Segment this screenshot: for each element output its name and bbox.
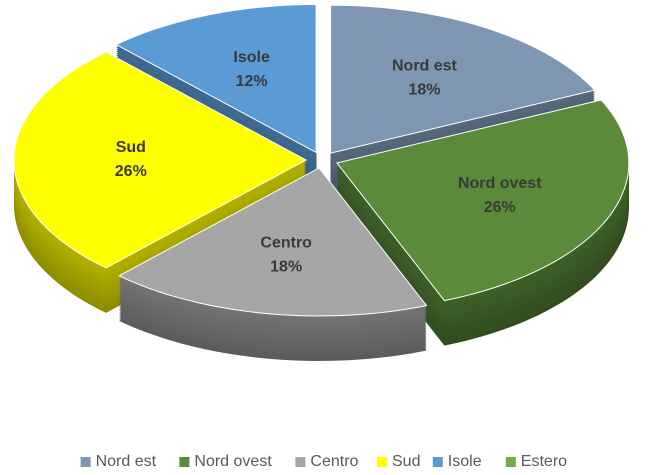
legend-label: Centro bbox=[310, 453, 358, 470]
legend-swatch bbox=[432, 457, 443, 467]
legend-label: Nord est bbox=[96, 453, 157, 470]
slice-top bbox=[115, 3, 317, 154]
legend-swatch bbox=[80, 457, 91, 467]
legend-label: Sud bbox=[392, 453, 420, 470]
legend-label: Estero bbox=[521, 453, 567, 470]
slice-value-label: 26% bbox=[484, 199, 516, 216]
slice-value-label: 18% bbox=[270, 258, 302, 275]
slice bbox=[13, 51, 308, 313]
legend-swatch bbox=[179, 457, 190, 467]
legend-swatch bbox=[377, 457, 387, 467]
slice-top bbox=[330, 4, 596, 154]
slice-top bbox=[336, 99, 630, 302]
slice-category: Sud bbox=[116, 139, 146, 156]
slice-category: Centro bbox=[260, 234, 312, 251]
slice-category: Nord est bbox=[392, 57, 458, 74]
legend-label: Isole bbox=[448, 453, 482, 470]
legend-label: Nord ovest bbox=[194, 453, 272, 470]
slice bbox=[117, 167, 428, 361]
slice-value-label: 26% bbox=[115, 163, 147, 180]
slice-category: Nord ovest bbox=[458, 175, 542, 192]
slice-top bbox=[117, 167, 428, 317]
legend-swatch bbox=[295, 457, 306, 467]
slice-category: Isole bbox=[233, 49, 270, 66]
slice-value-label: 18% bbox=[408, 81, 440, 98]
legend-swatch bbox=[505, 457, 516, 467]
slice-top bbox=[13, 51, 308, 269]
slice-value-label: 12% bbox=[236, 73, 268, 90]
